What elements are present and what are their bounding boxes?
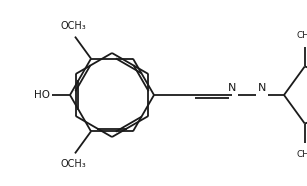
Text: CH₃: CH₃ [297,31,307,41]
Text: N: N [258,83,266,93]
Text: OCH₃: OCH₃ [60,21,86,31]
Text: N: N [228,83,236,93]
Text: OCH₃: OCH₃ [60,159,86,169]
Text: HO: HO [34,90,50,100]
Text: CH₃: CH₃ [297,150,307,158]
